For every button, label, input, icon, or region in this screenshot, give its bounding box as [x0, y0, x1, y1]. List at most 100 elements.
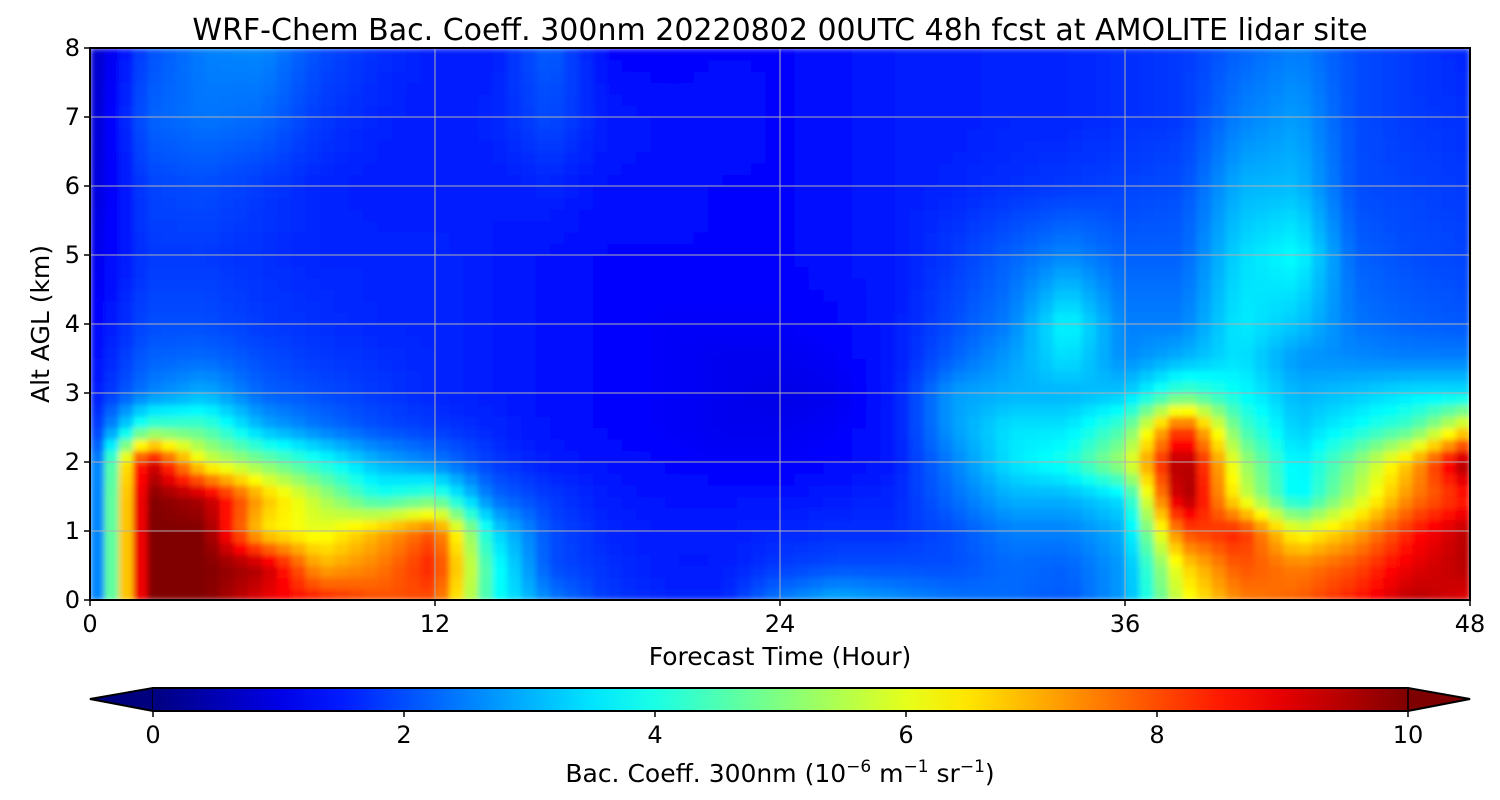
heatmap-cell — [1311, 48, 1327, 61]
heatmap-cell — [492, 255, 508, 268]
heatmap-cell — [923, 220, 939, 233]
heatmap-cell — [348, 220, 364, 233]
heatmap-cell — [377, 496, 393, 509]
heatmap-cell — [736, 335, 752, 348]
heatmap-cell — [248, 577, 264, 590]
heatmap-cell — [1182, 358, 1198, 371]
heatmap-cell — [535, 473, 551, 486]
heatmap-cell — [1283, 209, 1299, 222]
heatmap-cell — [909, 393, 925, 406]
heatmap-cell — [923, 243, 939, 256]
heatmap-cell — [1067, 335, 1083, 348]
heatmap-cell — [521, 370, 537, 383]
heatmap-cell — [1168, 209, 1184, 222]
heatmap-cell — [578, 209, 594, 222]
heatmap-cell — [391, 462, 407, 475]
heatmap-cell — [147, 232, 163, 245]
heatmap-cell — [708, 577, 724, 590]
heatmap-cell — [492, 289, 508, 302]
heatmap-cell — [1455, 82, 1470, 95]
heatmap-cell — [1412, 508, 1428, 521]
heatmap-cell — [837, 186, 853, 199]
heatmap-cell — [1110, 450, 1126, 463]
heatmap-cell — [851, 519, 867, 532]
heatmap-cell — [118, 255, 134, 268]
heatmap-cell — [966, 128, 982, 141]
heatmap-cell — [478, 554, 494, 567]
heatmap-cell — [1283, 186, 1299, 199]
heatmap-cell — [463, 163, 479, 176]
heatmap-cell — [1024, 301, 1040, 314]
heatmap-cell — [363, 186, 379, 199]
heatmap-cell — [650, 151, 666, 164]
heatmap-cell — [808, 140, 824, 153]
heatmap-cell — [276, 531, 292, 544]
heatmap-cell — [420, 174, 436, 187]
heatmap-cell — [909, 508, 925, 521]
heatmap-cell — [506, 140, 522, 153]
heatmap-cell — [823, 485, 839, 498]
heatmap-cell — [1081, 266, 1097, 279]
heatmap-cell — [578, 450, 594, 463]
heatmap-cell — [1096, 163, 1112, 176]
heatmap-cell — [823, 508, 839, 521]
heatmap-cell — [1297, 450, 1313, 463]
heatmap-cell — [895, 404, 910, 417]
heatmap-cell — [923, 473, 939, 486]
heatmap-cell — [463, 186, 479, 199]
heatmap-cell — [535, 209, 551, 222]
heatmap-cell — [535, 140, 551, 153]
heatmap-cell — [348, 542, 364, 555]
heatmap-cell — [291, 427, 307, 440]
heatmap-cell — [334, 105, 350, 118]
heatmap-cell — [1441, 358, 1457, 371]
heatmap-cell — [435, 324, 450, 337]
heatmap-cell — [463, 427, 479, 440]
heatmap-cell — [435, 542, 450, 555]
heatmap-cell — [780, 301, 795, 314]
heatmap-cell — [1254, 312, 1270, 325]
heatmap-cell — [406, 266, 422, 279]
heatmap-cell — [1024, 197, 1040, 210]
heatmap-cell — [320, 266, 335, 279]
heatmap-cell — [348, 117, 364, 130]
heatmap-cell — [1340, 48, 1356, 61]
heatmap-cell — [348, 140, 364, 153]
heatmap-cell — [420, 485, 436, 498]
heatmap-cell — [880, 358, 896, 371]
heatmap-cell — [621, 140, 637, 153]
heatmap-cell — [205, 105, 220, 118]
heatmap-cell — [621, 531, 637, 544]
heatmap-cell — [391, 163, 407, 176]
heatmap-cell — [1240, 232, 1255, 245]
heatmap-cell — [1196, 485, 1212, 498]
heatmap-cell — [104, 554, 120, 567]
heatmap-cell — [823, 278, 839, 291]
heatmap-cell — [765, 588, 781, 600]
heatmap-cell — [909, 462, 925, 475]
heatmap-cell — [880, 416, 896, 429]
heatmap-cell — [478, 508, 494, 521]
heatmap-cell — [1369, 128, 1385, 141]
heatmap-cell — [564, 335, 580, 348]
heatmap-cell — [607, 473, 623, 486]
heatmap-cell — [1153, 255, 1169, 268]
heatmap-cell — [118, 565, 134, 578]
heatmap-cell — [966, 220, 982, 233]
heatmap-cell — [665, 59, 680, 72]
heatmap-cell — [693, 462, 709, 475]
heatmap-cell — [938, 48, 954, 61]
heatmap-cell — [1355, 186, 1370, 199]
heatmap-cell — [866, 128, 882, 141]
heatmap-cell — [938, 554, 954, 567]
heatmap-cell — [1110, 565, 1126, 578]
heatmap-cell — [607, 117, 623, 130]
heatmap-cell — [823, 358, 839, 371]
heatmap-cell — [1412, 416, 1428, 429]
heatmap-cell — [1125, 151, 1140, 164]
heatmap-cell — [550, 450, 565, 463]
heatmap-cell — [478, 450, 494, 463]
heatmap-cell — [736, 462, 752, 475]
heatmap-cell — [363, 416, 379, 429]
heatmap-cell — [923, 209, 939, 222]
